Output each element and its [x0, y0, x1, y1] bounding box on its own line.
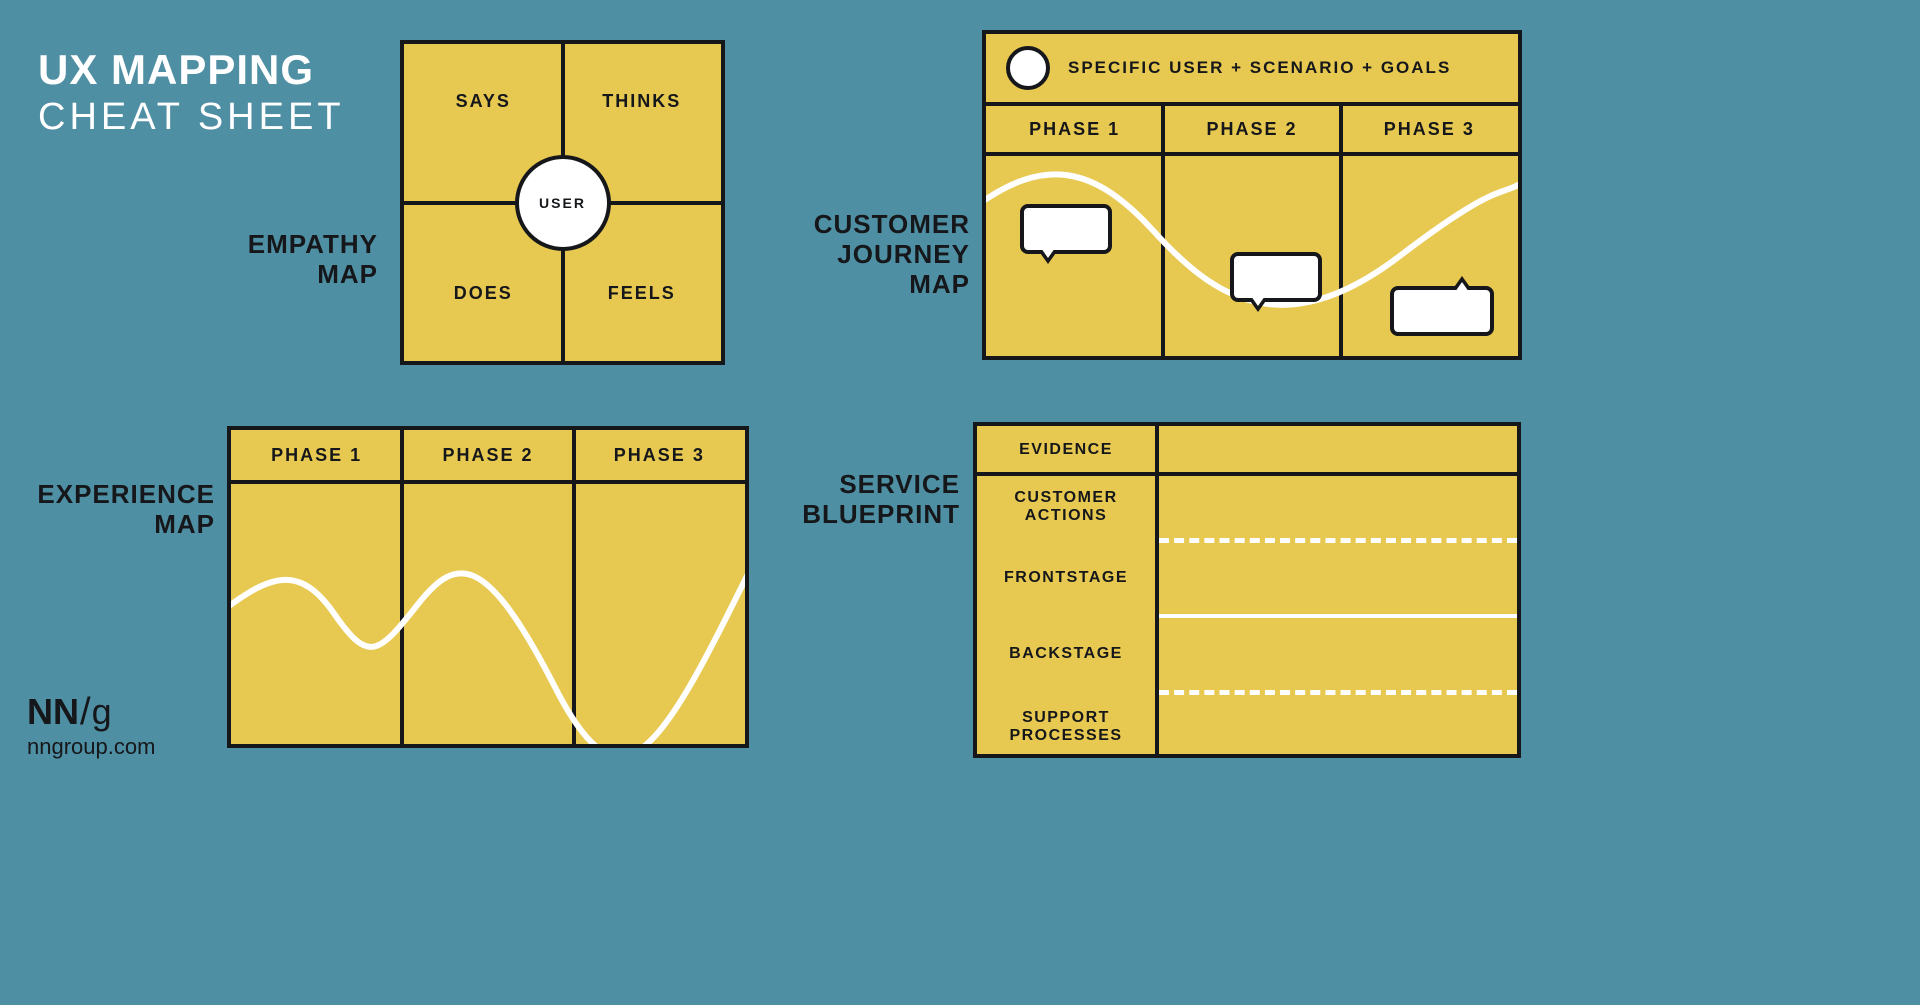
- label-cjm: CUSTOMER JOURNEY MAP: [760, 210, 970, 300]
- label-empathy-l2: MAP: [38, 260, 378, 290]
- slash-icon: /: [79, 691, 92, 733]
- divider-dashed: [1159, 538, 1517, 543]
- divider-solid: [1159, 614, 1517, 618]
- label-empathy-map: EMPATHY MAP: [38, 230, 378, 290]
- footer-url: nngroup.com: [27, 734, 155, 760]
- row-customer-actions: CUSTOMER ACTIONS: [977, 474, 1155, 540]
- user-dot-icon: [1006, 46, 1050, 90]
- label-cjm-l3: MAP: [760, 270, 970, 300]
- logo-light: g: [92, 691, 112, 732]
- label-experience-l1: EXPERIENCE: [10, 480, 215, 510]
- row-evidence: EVIDENCE: [977, 426, 1155, 474]
- speech-bubble-icon: [1020, 204, 1112, 254]
- exp-curve: [231, 464, 745, 744]
- row-support-processes: SUPPORT PROCESSES: [977, 692, 1155, 758]
- user-label: USER: [539, 195, 586, 211]
- label-cjm-l1: CUSTOMER: [760, 210, 970, 240]
- label-cjm-l2: JOURNEY: [760, 240, 970, 270]
- service-blueprint: EVIDENCE CUSTOMER ACTIONS FRONTSTAGE BAC…: [973, 422, 1521, 758]
- label-experience-l2: MAP: [10, 510, 215, 540]
- speech-bubble-icon: [1390, 286, 1494, 336]
- cjm-header-text: SPECIFIC USER + SCENARIO + GOALS: [1068, 58, 1451, 78]
- logo-bold: NN: [27, 691, 79, 732]
- footer: NN/g nngroup.com: [27, 691, 155, 760]
- title-line2: CHEAT SHEET: [38, 96, 345, 139]
- page-title: UX MAPPING CHEAT SHEET: [38, 46, 345, 139]
- blueprint-rows: EVIDENCE CUSTOMER ACTIONS FRONTSTAGE BAC…: [977, 426, 1517, 754]
- empathy-map: SAYS THINKS DOES FEELS USER: [400, 40, 725, 365]
- cjm-header: SPECIFIC USER + SCENARIO + GOALS: [986, 34, 1518, 106]
- title-line1: UX MAPPING: [38, 46, 345, 94]
- row-backstage: BACKSTAGE: [977, 616, 1155, 692]
- divider-dashed: [1159, 690, 1517, 695]
- label-experience-map: EXPERIENCE MAP: [10, 480, 215, 540]
- row-frontstage: FRONTSTAGE: [977, 540, 1155, 616]
- experience-map: PHASE 1 PHASE 2 PHASE 3: [227, 426, 749, 748]
- label-blueprint-l2: BLUEPRINT: [760, 500, 960, 530]
- label-blueprint-l1: SERVICE: [760, 470, 960, 500]
- label-empathy-l1: EMPATHY: [38, 230, 378, 260]
- label-service-blueprint: SERVICE BLUEPRINT: [760, 470, 960, 530]
- customer-journey-map: SPECIFIC USER + SCENARIO + GOALS PHASE 1…: [982, 30, 1522, 360]
- user-circle: USER: [515, 155, 611, 251]
- nng-logo: NN/g: [27, 691, 155, 734]
- speech-bubble-icon: [1230, 252, 1322, 302]
